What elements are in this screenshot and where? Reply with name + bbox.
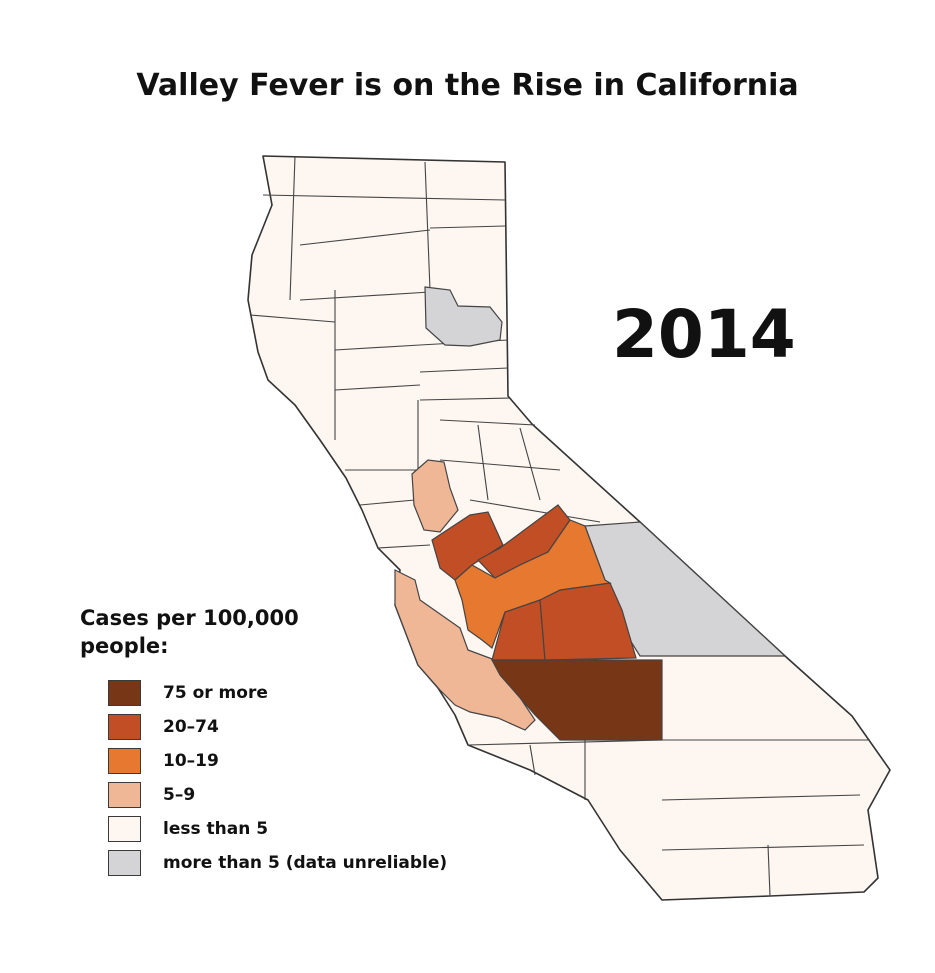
legend-item: 20–74 — [80, 710, 447, 744]
legend-swatch-unreliable — [108, 850, 141, 876]
legend-swatch-20-74 — [108, 714, 141, 740]
legend-label: more than 5 (data unreliable) — [163, 853, 448, 873]
legend-title-line2: people: — [80, 634, 169, 658]
county-merced-fresno[interactable] — [454, 519, 612, 649]
legend-item: more than 5 (data unreliable) — [80, 846, 447, 880]
legend-item: 10–19 — [80, 744, 447, 778]
county-kern[interactable] — [491, 659, 663, 741]
legend-label: 5–9 — [163, 785, 196, 805]
legend-swatch-10-19 — [108, 748, 141, 774]
legend-items: 75 or more 20–74 10–19 5–9 less than 5 m… — [80, 676, 447, 880]
legend-label: 75 or more — [163, 683, 268, 703]
legend-label: 10–19 — [163, 751, 219, 771]
legend-title: Cases per 100,000 people: — [80, 604, 447, 660]
legend: Cases per 100,000 people: 75 or more 20–… — [80, 604, 447, 880]
legend-label: 20–74 — [163, 717, 219, 737]
year-label: 2014 — [612, 296, 796, 373]
legend-swatch-less-than-5 — [108, 816, 141, 842]
legend-item: 5–9 — [80, 778, 447, 812]
legend-swatch-75-plus — [108, 680, 141, 706]
legend-title-line1: Cases per 100,000 — [80, 606, 299, 630]
county-lassen[interactable] — [424, 286, 503, 347]
county-boundaries — [249, 155, 870, 897]
map-title: Valley Fever is on the Rise in Californi… — [136, 68, 799, 103]
legend-item: less than 5 — [80, 812, 447, 846]
county-monterey-slo[interactable] — [394, 569, 536, 731]
legend-label: less than 5 — [163, 819, 269, 839]
legend-item: 75 or more — [80, 676, 447, 710]
legend-swatch-5-9 — [108, 782, 141, 808]
county-sacramento[interactable] — [411, 459, 459, 533]
